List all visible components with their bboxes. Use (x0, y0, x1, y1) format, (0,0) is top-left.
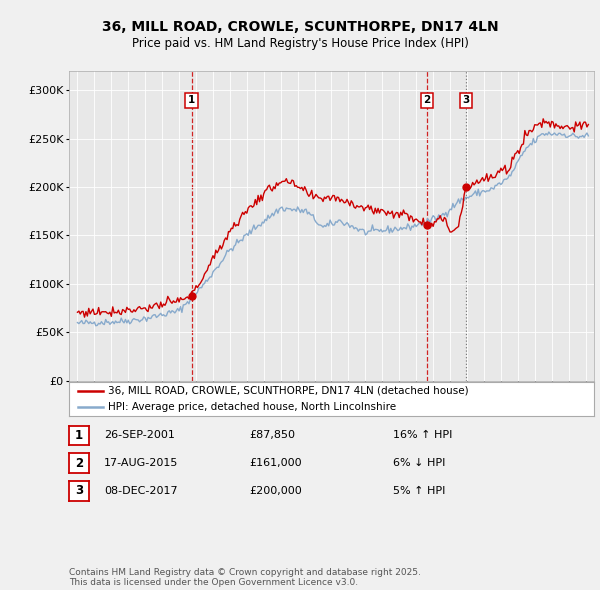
Text: 6% ↓ HPI: 6% ↓ HPI (393, 458, 445, 468)
Text: 2: 2 (423, 95, 430, 105)
Text: 16% ↑ HPI: 16% ↑ HPI (393, 431, 452, 440)
Text: £200,000: £200,000 (249, 486, 302, 496)
Text: 17-AUG-2015: 17-AUG-2015 (104, 458, 178, 468)
Text: 1: 1 (188, 95, 195, 105)
Text: 3: 3 (75, 484, 83, 497)
Text: £161,000: £161,000 (249, 458, 302, 468)
Text: 08-DEC-2017: 08-DEC-2017 (104, 486, 178, 496)
Text: 3: 3 (462, 95, 469, 105)
Text: Contains HM Land Registry data © Crown copyright and database right 2025.
This d: Contains HM Land Registry data © Crown c… (69, 568, 421, 587)
Text: £87,850: £87,850 (249, 431, 295, 440)
Text: 2: 2 (75, 457, 83, 470)
Text: Price paid vs. HM Land Registry's House Price Index (HPI): Price paid vs. HM Land Registry's House … (131, 37, 469, 50)
Text: 5% ↑ HPI: 5% ↑ HPI (393, 486, 445, 496)
Text: 1: 1 (75, 429, 83, 442)
Text: 26-SEP-2001: 26-SEP-2001 (104, 431, 175, 440)
Text: 36, MILL ROAD, CROWLE, SCUNTHORPE, DN17 4LN: 36, MILL ROAD, CROWLE, SCUNTHORPE, DN17 … (101, 19, 499, 34)
Text: 36, MILL ROAD, CROWLE, SCUNTHORPE, DN17 4LN (detached house): 36, MILL ROAD, CROWLE, SCUNTHORPE, DN17 … (109, 386, 469, 396)
Text: HPI: Average price, detached house, North Lincolnshire: HPI: Average price, detached house, Nort… (109, 402, 397, 412)
